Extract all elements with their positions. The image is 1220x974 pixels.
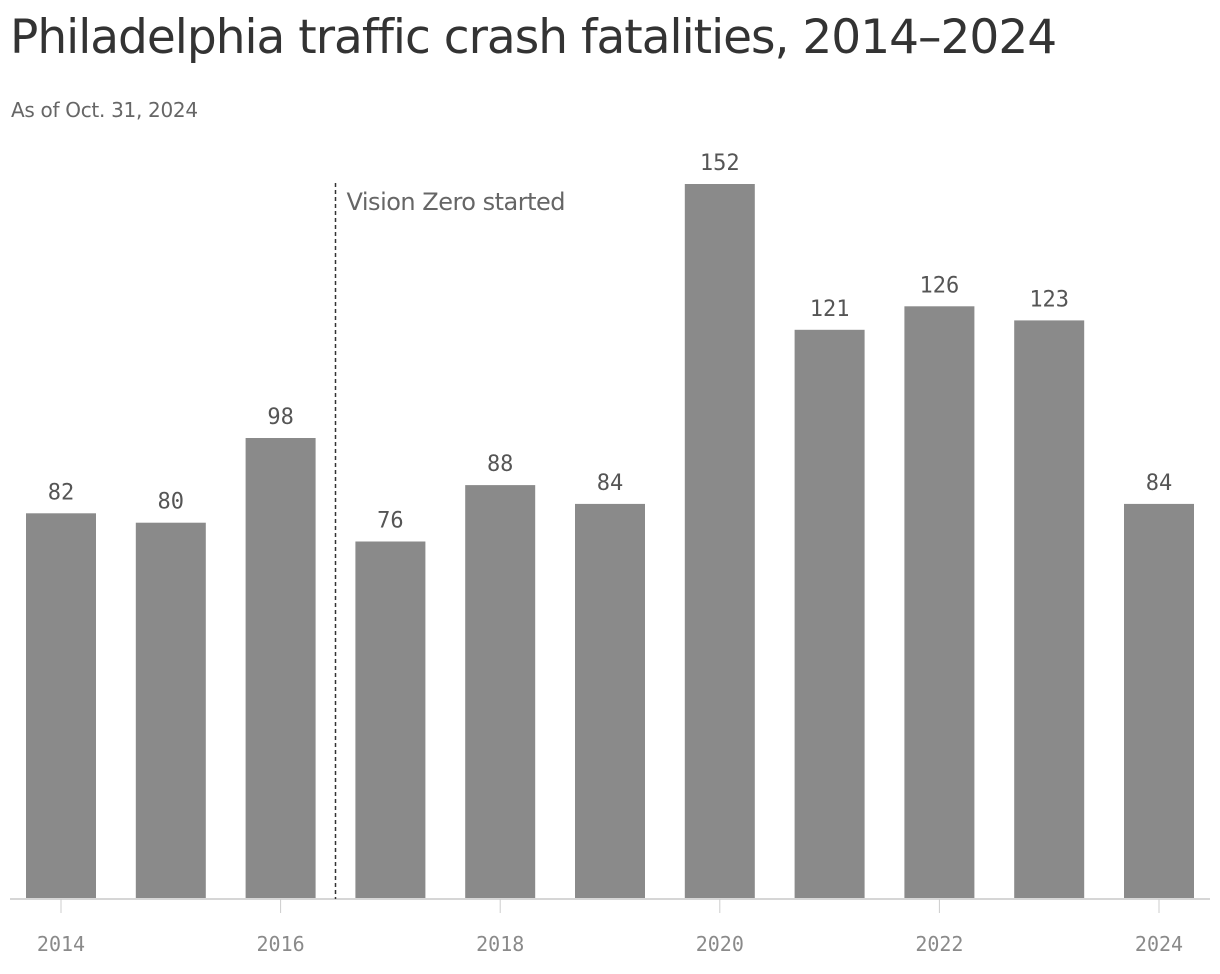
value-label-2019: 84 [597,471,624,496]
bar-2014 [26,513,96,899]
value-label-2015: 80 [158,490,185,515]
bar-2018 [465,485,536,899]
value-label-2023: 123 [1029,287,1069,312]
annotation-layer: Vision Zero started [334,183,566,899]
vision-zero-annotation: Vision Zero started [347,188,566,216]
bar-2021 [794,329,865,899]
bar-2019 [575,503,645,899]
value-label-2018: 88 [487,452,514,477]
x-tick-label-2024: 2024 [1135,932,1183,956]
bar-2015 [135,522,206,899]
bar-2020 [684,184,755,899]
bar-2022 [904,306,975,899]
value-label-2014: 82 [48,480,75,505]
x-tick-label-2014: 2014 [37,932,85,956]
value-label-2020: 152 [700,151,740,176]
bar-2023 [1014,320,1085,899]
value-label-2016: 98 [267,405,294,430]
bars-layer [26,184,1194,899]
x-tick-label-2022: 2022 [915,932,963,956]
chart-subtitle: As of Oct. 31, 2024 [11,98,198,122]
bar-2016 [245,438,316,899]
chart-title: Philadelphia traffic crash fatalities, 2… [10,10,1057,65]
value-label-2021: 121 [810,297,850,322]
value-label-2024: 84 [1146,471,1173,496]
value-label-2022: 126 [920,273,960,298]
x-axis-ticks: 2014 2016 2018 2020 2022 2024 [37,899,1183,956]
x-tick-label-2020: 2020 [696,932,744,956]
value-labels-layer: 82 80 98 76 88 84 152 121 126 123 84 [48,151,1173,534]
value-label-2017: 76 [377,509,404,534]
x-tick-label-2016: 2016 [257,932,305,956]
bar-2017 [355,541,426,899]
bar-2024 [1124,503,1194,899]
x-tick-label-2018: 2018 [476,932,524,956]
